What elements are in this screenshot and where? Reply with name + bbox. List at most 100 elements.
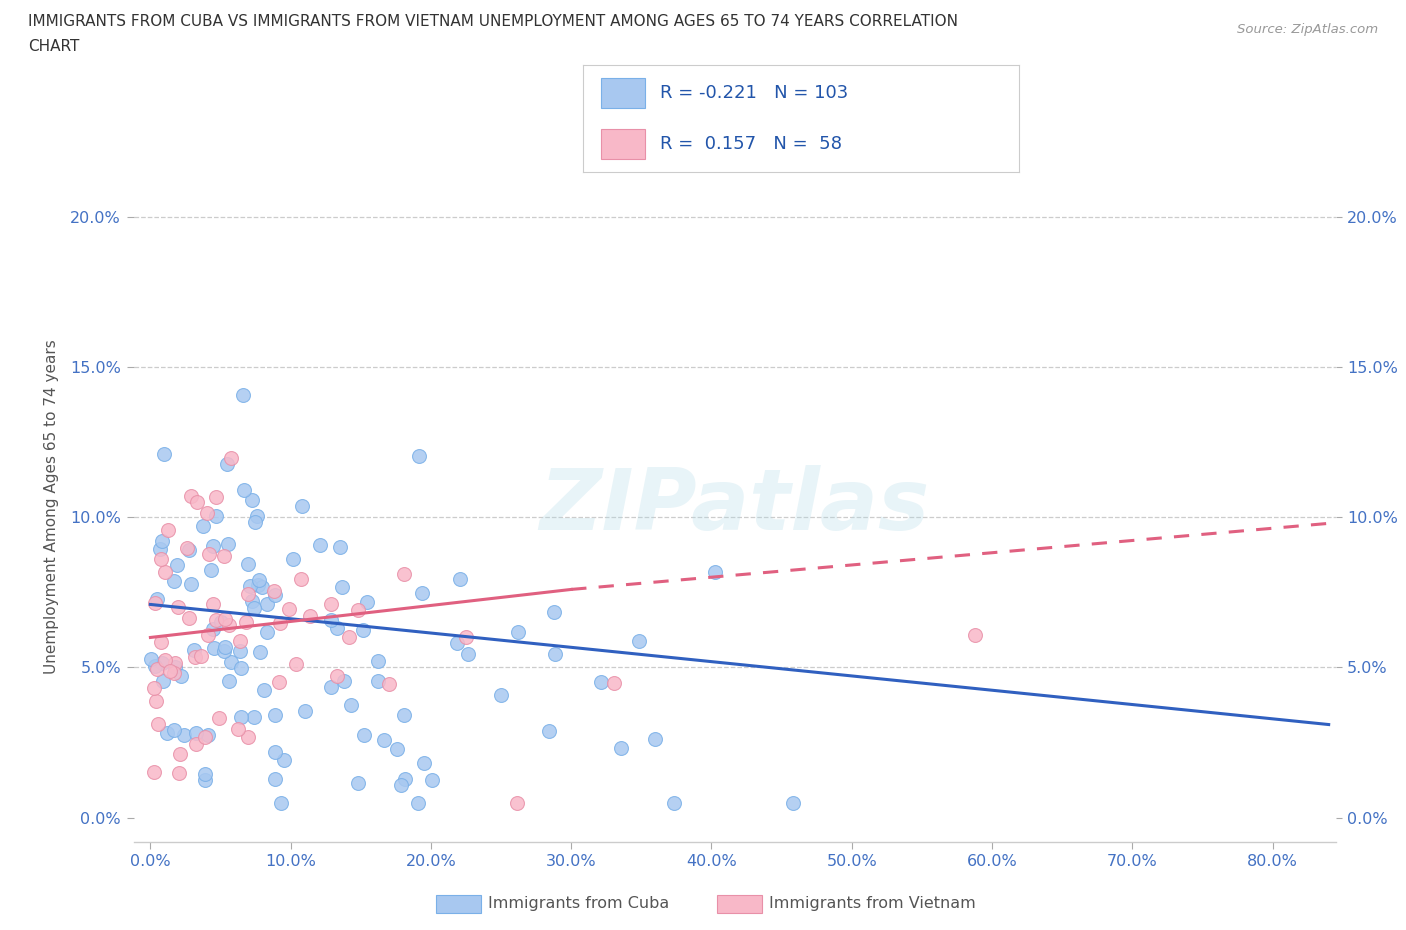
Point bbox=[263, 771, 285, 786]
Text: Immigrants from Vietnam: Immigrants from Vietnam bbox=[769, 897, 976, 911]
Point bbox=[219, 655, 242, 670]
Point bbox=[243, 600, 266, 615]
Point bbox=[218, 673, 240, 688]
Point bbox=[367, 674, 389, 689]
Point bbox=[143, 681, 166, 696]
Point bbox=[167, 765, 190, 780]
Point bbox=[202, 641, 225, 656]
Point bbox=[294, 703, 316, 718]
Point bbox=[283, 552, 305, 567]
Point bbox=[290, 498, 312, 513]
Point bbox=[610, 741, 633, 756]
Point bbox=[218, 618, 240, 633]
Point bbox=[544, 646, 567, 661]
Point bbox=[782, 795, 804, 810]
Point bbox=[229, 644, 252, 658]
Point bbox=[644, 732, 666, 747]
Point bbox=[703, 565, 725, 579]
Point bbox=[290, 571, 312, 586]
Point bbox=[373, 733, 395, 748]
Point bbox=[328, 540, 350, 555]
Point bbox=[200, 563, 222, 578]
Point bbox=[233, 483, 256, 498]
Point bbox=[217, 456, 239, 471]
Point bbox=[538, 724, 561, 738]
Point bbox=[454, 630, 477, 644]
Point bbox=[240, 594, 263, 609]
Point bbox=[152, 533, 174, 548]
Point bbox=[208, 711, 231, 725]
Text: Source: ZipAtlas.com: Source: ZipAtlas.com bbox=[1237, 23, 1378, 36]
Point bbox=[270, 795, 292, 810]
Point bbox=[408, 795, 430, 810]
Point bbox=[543, 604, 565, 619]
Point bbox=[263, 583, 285, 598]
Point bbox=[413, 756, 436, 771]
Point bbox=[249, 644, 271, 659]
Point bbox=[184, 725, 207, 740]
Point bbox=[378, 676, 401, 691]
Point bbox=[198, 546, 221, 561]
Point bbox=[589, 674, 612, 689]
Point bbox=[205, 509, 228, 524]
Point bbox=[269, 616, 291, 631]
Point bbox=[394, 771, 416, 786]
Point bbox=[236, 730, 259, 745]
Point bbox=[422, 773, 444, 788]
Point bbox=[221, 451, 243, 466]
Point bbox=[256, 596, 278, 611]
Point bbox=[308, 538, 330, 552]
Point bbox=[330, 579, 353, 594]
Point bbox=[197, 628, 219, 643]
Text: Immigrants from Cuba: Immigrants from Cuba bbox=[488, 897, 669, 911]
Point bbox=[411, 585, 433, 600]
Point bbox=[252, 579, 274, 594]
Text: IMMIGRANTS FROM CUBA VS IMMIGRANTS FROM VIETNAM UNEMPLOYMENT AMONG AGES 65 TO 74: IMMIGRANTS FROM CUBA VS IMMIGRANTS FROM … bbox=[28, 14, 957, 29]
Point bbox=[367, 654, 389, 669]
Point bbox=[183, 643, 205, 658]
Point bbox=[163, 722, 186, 737]
Point bbox=[201, 596, 224, 611]
Point bbox=[157, 523, 180, 538]
Point bbox=[155, 652, 177, 667]
Point bbox=[389, 777, 412, 792]
Point bbox=[143, 764, 166, 779]
Point bbox=[247, 578, 270, 592]
Point bbox=[162, 666, 184, 681]
Point bbox=[347, 776, 370, 790]
Point bbox=[392, 708, 415, 723]
Point bbox=[603, 676, 626, 691]
Point bbox=[176, 540, 198, 555]
Point bbox=[239, 578, 262, 593]
Point bbox=[284, 657, 307, 671]
Point bbox=[505, 795, 527, 810]
Point bbox=[173, 727, 195, 742]
Point bbox=[194, 767, 217, 782]
Point bbox=[190, 648, 212, 663]
Point bbox=[243, 514, 266, 529]
Point bbox=[347, 603, 370, 618]
Point bbox=[253, 683, 276, 698]
Point bbox=[408, 448, 430, 463]
Point bbox=[186, 737, 208, 751]
Point bbox=[356, 594, 378, 609]
Point bbox=[332, 673, 354, 688]
Point bbox=[197, 728, 219, 743]
Point bbox=[229, 709, 252, 724]
Point bbox=[229, 660, 252, 675]
Point bbox=[163, 574, 186, 589]
Point bbox=[184, 649, 207, 664]
Point bbox=[352, 622, 374, 637]
Point bbox=[150, 656, 173, 671]
Point bbox=[226, 722, 249, 737]
Y-axis label: Unemployment Among Ages 65 to 74 years: Unemployment Among Ages 65 to 74 years bbox=[44, 339, 59, 674]
Text: ZIPatlas: ZIPatlas bbox=[540, 465, 929, 549]
Point bbox=[319, 613, 342, 628]
Point bbox=[264, 708, 287, 723]
Point bbox=[212, 644, 235, 658]
Point bbox=[179, 610, 201, 625]
Point bbox=[139, 651, 162, 666]
Point bbox=[392, 566, 415, 581]
Point bbox=[240, 493, 263, 508]
Text: CHART: CHART bbox=[28, 39, 80, 54]
